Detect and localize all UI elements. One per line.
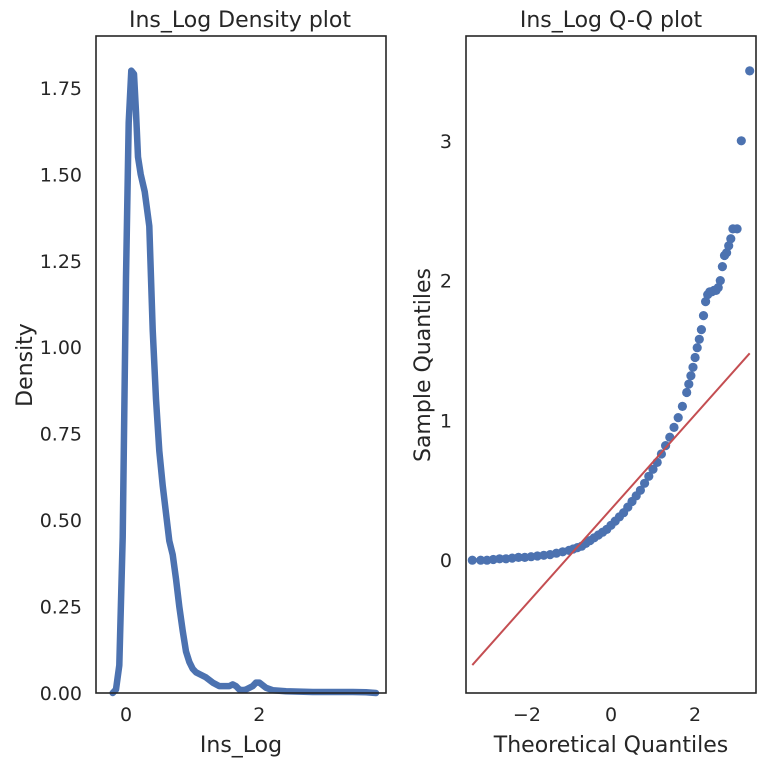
qq-point <box>513 552 524 563</box>
x-tick-label: 0 <box>605 704 617 726</box>
density-y-label: Density <box>13 323 38 407</box>
qq-point <box>726 234 736 244</box>
qq-point <box>495 554 505 564</box>
qq-point <box>677 401 688 411</box>
density-x-label: Ins_Log <box>200 733 282 758</box>
qq-point <box>661 441 671 451</box>
qq-point <box>690 352 700 363</box>
qq-point <box>688 362 698 372</box>
x-tick-label: 2 <box>689 704 701 726</box>
qq-point <box>640 478 650 488</box>
qq-axes-frame <box>465 35 757 694</box>
qq-point <box>713 283 723 293</box>
qq-point <box>715 276 725 286</box>
density-y-ticks: 0.00 0.25 0.50 0.75 1.00 1.25 1.50 1.75 <box>40 78 82 705</box>
qq-point <box>692 343 702 353</box>
density-curve <box>109 67 380 697</box>
qq-point <box>732 224 742 234</box>
x-tick-label: 0 <box>120 704 132 726</box>
y-tick-label: 0.50 <box>40 510 82 532</box>
y-tick-label: 1.75 <box>40 78 82 100</box>
density-axes-frame <box>95 35 387 694</box>
qq-point <box>635 485 646 495</box>
qq-point <box>736 136 746 146</box>
x-tick-label: 2 <box>253 704 265 726</box>
y-tick-label: 0.75 <box>40 424 82 446</box>
qq-point <box>673 413 683 423</box>
y-tick-label: 1.25 <box>40 251 82 273</box>
y-tick-label: 2 <box>440 271 452 293</box>
qq-y-label: Sample Quantiles <box>411 268 436 462</box>
density-plot-area <box>109 67 380 697</box>
y-tick-label: 0.25 <box>40 597 82 619</box>
qq-point <box>694 334 704 344</box>
y-tick-label: 1.50 <box>40 164 82 186</box>
qq-point <box>717 262 728 272</box>
qq-point <box>467 555 477 565</box>
qq-title: Ins_Log Q-Q plot <box>520 8 703 33</box>
qq-point <box>745 66 755 76</box>
qq-point <box>476 555 486 565</box>
qq-point <box>701 297 711 307</box>
qq-point <box>696 325 707 335</box>
qq-point <box>669 422 679 432</box>
qq-x-label: Theoretical Quantiles <box>493 733 728 758</box>
qq-point <box>724 241 734 251</box>
y-tick-label: 0 <box>440 550 452 572</box>
qq-point <box>686 371 696 381</box>
density-title: Ins_Log Density plot <box>129 8 351 33</box>
qq-reference-line <box>471 352 751 666</box>
qq-panel: Ins_Log Q-Q plot −2 0 2 0 1 2 3 Theoretical Q… <box>411 8 757 758</box>
qq-y-ticks: 0 1 2 3 <box>440 131 452 572</box>
y-tick-label: 1 <box>440 410 452 432</box>
qq-point <box>684 379 694 389</box>
qq-plot-area <box>467 66 755 666</box>
qq-point <box>652 457 662 467</box>
y-tick-label: 1.00 <box>40 337 82 359</box>
x-tick-label: −2 <box>513 704 541 726</box>
qq-point <box>648 464 658 474</box>
qq-point <box>698 311 709 321</box>
y-tick-label: 3 <box>440 131 452 153</box>
qq-point <box>644 471 654 481</box>
qq-point <box>682 387 692 398</box>
qq-x-ticks: −2 0 2 <box>513 704 701 726</box>
qq-point <box>722 248 732 258</box>
y-tick-label: 0.00 <box>40 683 82 705</box>
